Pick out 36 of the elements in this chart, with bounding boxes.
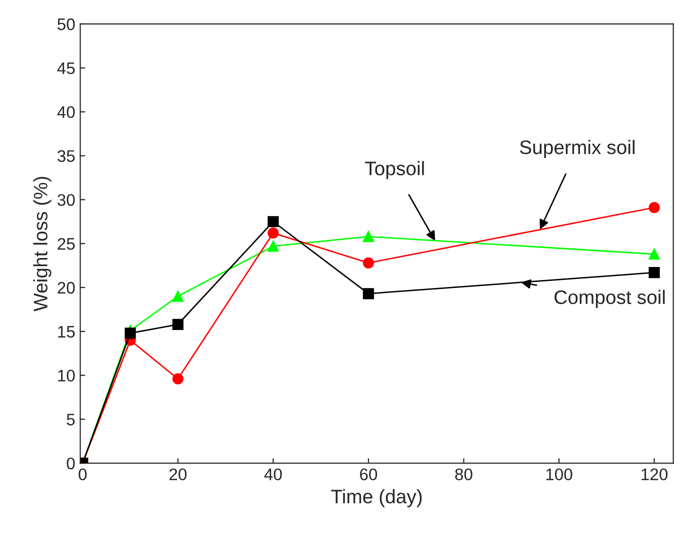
x-tick-label: 80 (455, 468, 472, 480)
point (648, 248, 660, 260)
point (268, 216, 279, 228)
point (362, 231, 374, 242)
x-tick-label: 20 (169, 468, 187, 480)
annotation: Compost soil (554, 290, 665, 308)
point (648, 267, 660, 278)
point (172, 290, 184, 302)
y-tick-label: 5 (66, 414, 75, 426)
x-tick-label: 40 (264, 468, 282, 480)
y-tick-label: 0 (66, 458, 75, 470)
y-tick-label: 35 (58, 150, 75, 162)
point (648, 202, 660, 214)
y-tick-label: 40 (57, 106, 75, 118)
point (362, 288, 374, 300)
x-tick-label: 120 (642, 468, 668, 480)
x-tick-label: 0 (78, 468, 87, 480)
point (172, 373, 184, 384)
annotation: Topsoil (365, 161, 424, 180)
y-tick-label: 15 (58, 326, 75, 338)
y-tick-label: 45 (57, 62, 75, 74)
point (124, 328, 136, 339)
point (268, 240, 279, 252)
point (362, 257, 374, 268)
x-axis-title: Time (day) (331, 489, 422, 508)
point (172, 318, 184, 330)
y-axis-title: Weight loss (%) (33, 176, 52, 312)
point (268, 227, 279, 239)
x-tick-label: 100 (546, 468, 572, 480)
y-tick-label: 30 (58, 194, 75, 206)
y-tick-label: 10 (58, 370, 75, 382)
y-tick-label: 50 (58, 18, 75, 30)
y-tick-label: 20 (58, 282, 75, 294)
x-tick-label: 60 (360, 468, 378, 480)
y-tick-label: 25 (58, 238, 75, 250)
annotation: Supermix soil (520, 140, 634, 158)
